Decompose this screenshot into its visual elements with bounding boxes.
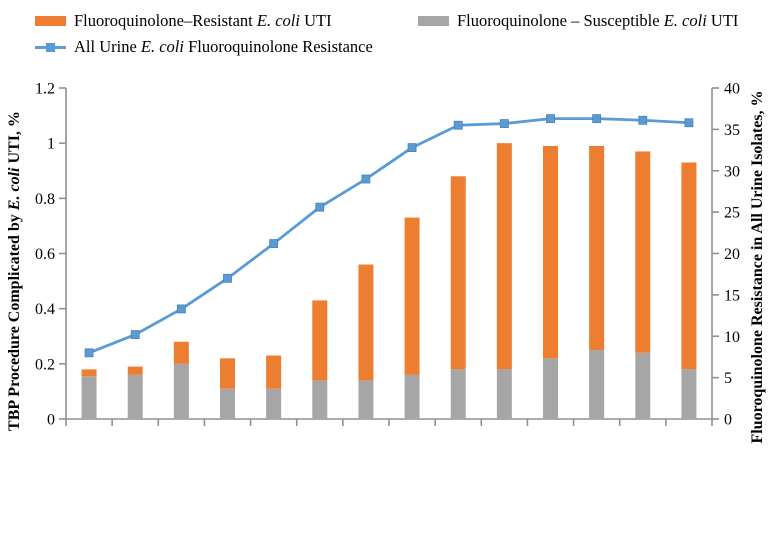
bar-segment-resistant-2 [127,366,143,375]
line-marker-5 [269,239,279,248]
bar-segment-resistant-9 [450,176,466,370]
bar-segment-resistant-3 [173,341,189,364]
bar-segment-susceptible-9 [450,369,466,419]
line-marker-4 [223,273,232,283]
left-axis-tick-label: 0.6 [35,246,55,263]
right-axis-tick-label: 20 [724,246,740,263]
left-axis-tick-label: 0 [47,412,55,429]
right-axis-tick-label: 40 [724,81,740,98]
bar-segment-resistant-1 [81,369,97,377]
line-swatch-marker-icon [46,42,55,52]
right-axis-tick-label: 25 [724,205,740,222]
legend-label-resistant: Fluoroquinolone–Resistant E. coli UTI [74,11,332,30]
bar-segment-resistant-12 [589,145,605,351]
bar-segment-resistant-10 [496,143,512,370]
resistance-line-swatch [35,42,66,52]
right-axis-tick-label: 10 [724,329,740,346]
resistance-line [88,117,690,355]
legend-label-susceptible: Fluoroquinolone – Susceptible E. coli UT… [457,11,739,30]
line-marker-11 [546,114,555,124]
bar-segment-susceptible-3 [173,363,189,419]
bar-segment-susceptible-12 [589,350,605,419]
line-marker-7 [361,174,371,184]
bar-segment-susceptible-1 [81,376,97,419]
bar-segment-resistant-4 [220,358,235,389]
line-marker-13 [638,115,648,125]
bar-segment-resistant-6 [312,300,328,381]
right-axis-tick-label: 5 [724,370,732,387]
bar-segment-resistant-11 [543,145,558,359]
line-marker-12 [592,114,602,124]
right-axis-tick-label: 15 [724,287,740,304]
bar-segment-susceptible-8 [404,374,420,419]
line-marker-14 [684,118,694,128]
left-axis-tick-label: 0.2 [35,356,55,373]
left-axis-tick-label: 0.8 [35,191,55,208]
bar-segment-resistant-13 [635,151,651,353]
line-marker-2 [130,330,140,339]
legend-item-susceptible: Fluoroquinolone – Susceptible E. coli UT… [418,11,738,31]
legend-item-resistant: Fluoroquinolone–Resistant E. coli UTI [35,11,332,31]
bar-segment-susceptible-4 [220,388,235,419]
line-marker-3 [176,304,186,314]
bar-segment-susceptible-6 [312,380,328,419]
bar-segment-susceptible-5 [266,388,282,419]
left-axis-tick-label: 0.4 [35,301,55,318]
bar-segment-susceptible-11 [543,358,558,419]
right-axis-tick-label: 30 [724,163,740,180]
legend-label-resistance-line: All Urine E. coli Fluoroquinolone Resist… [74,37,373,56]
line-marker-10 [499,119,509,128]
right-axis-tick-label: 35 [724,122,740,139]
line-marker-9 [453,120,463,130]
left-axis-tick-label: 1 [47,136,55,153]
bar-segment-resistant-5 [266,355,282,389]
bar-segment-resistant-7 [358,264,374,381]
legend-item-resistance-line: All Urine E. coli Fluoroquinolone Resist… [35,37,373,57]
bar-segment-resistant-14 [681,162,697,370]
bar-segment-susceptible-2 [127,374,143,419]
bar-segment-susceptible-14 [681,369,697,419]
line-marker-1 [84,348,94,358]
bar-segment-susceptible-10 [496,369,512,419]
bar-segment-susceptible-13 [635,352,651,419]
right-axis-tick-label: 0 [724,412,732,429]
line-marker-8 [407,143,417,152]
left-axis-tick-label: 1.2 [35,81,55,98]
line-marker-6 [315,202,325,212]
resistant-series-swatch [35,16,66,26]
bar-segment-susceptible-7 [358,380,374,419]
bar-segment-resistant-8 [404,217,420,375]
susceptible-series-swatch [418,16,449,26]
